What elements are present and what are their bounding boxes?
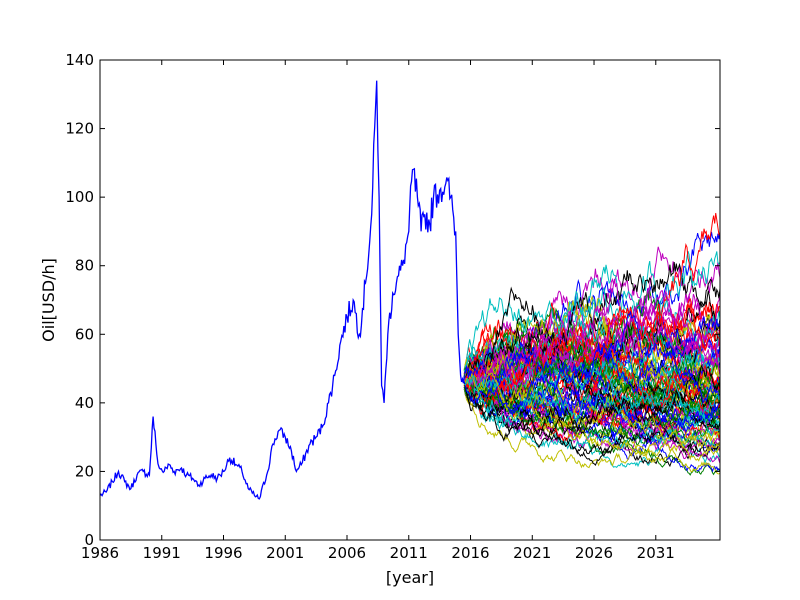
simulation-path-line <box>463 386 721 467</box>
simulation-path-line <box>463 375 721 428</box>
simulation-path-line <box>463 332 721 476</box>
y-tick-label: 100 <box>65 188 94 206</box>
simulation-path-line <box>463 362 721 444</box>
simulation-path-line <box>463 372 721 440</box>
y-tick-label: 140 <box>65 51 94 69</box>
y-tick-label: 0 <box>84 531 94 549</box>
y-tick-label: 80 <box>75 257 94 275</box>
x-tick-label: 2026 <box>575 544 613 562</box>
x-tick-label: 2001 <box>266 544 304 562</box>
simulation-path-line <box>464 289 721 395</box>
simulation-paths <box>463 212 721 476</box>
x-tick-label: 2031 <box>637 544 675 562</box>
simulation-path-line <box>463 297 721 415</box>
simulation-path-line <box>463 363 721 449</box>
x-tick-label: 2011 <box>390 544 428 562</box>
y-axis-label: Oil[USD/h] <box>39 258 58 342</box>
simulation-path-line <box>463 311 721 417</box>
historical-series-line <box>99 80 465 500</box>
x-tick-label: 2006 <box>328 544 366 562</box>
x-tick-label: 1991 <box>143 544 181 562</box>
y-tick-label: 120 <box>65 120 94 138</box>
x-tick-label: 1996 <box>204 544 242 562</box>
x-tick-label: 2016 <box>451 544 489 562</box>
y-tick-label: 20 <box>75 462 94 480</box>
x-tick-label: 1986 <box>81 544 119 562</box>
x-axis-label: [year] <box>386 568 434 587</box>
simulation-path-line <box>463 371 721 464</box>
y-tick-label: 60 <box>75 325 94 343</box>
x-tick-label: 2021 <box>513 544 551 562</box>
simulation-path-line <box>463 344 721 424</box>
plot-frame <box>99 59 721 541</box>
simulation-path-line <box>463 286 721 375</box>
y-tick-label: 40 <box>75 394 94 412</box>
simulation-path-line <box>464 316 721 394</box>
axis-ticks: 1986 1991 1996 2001 2006 2011 2016 2021 2026 2031… <box>65 51 720 562</box>
